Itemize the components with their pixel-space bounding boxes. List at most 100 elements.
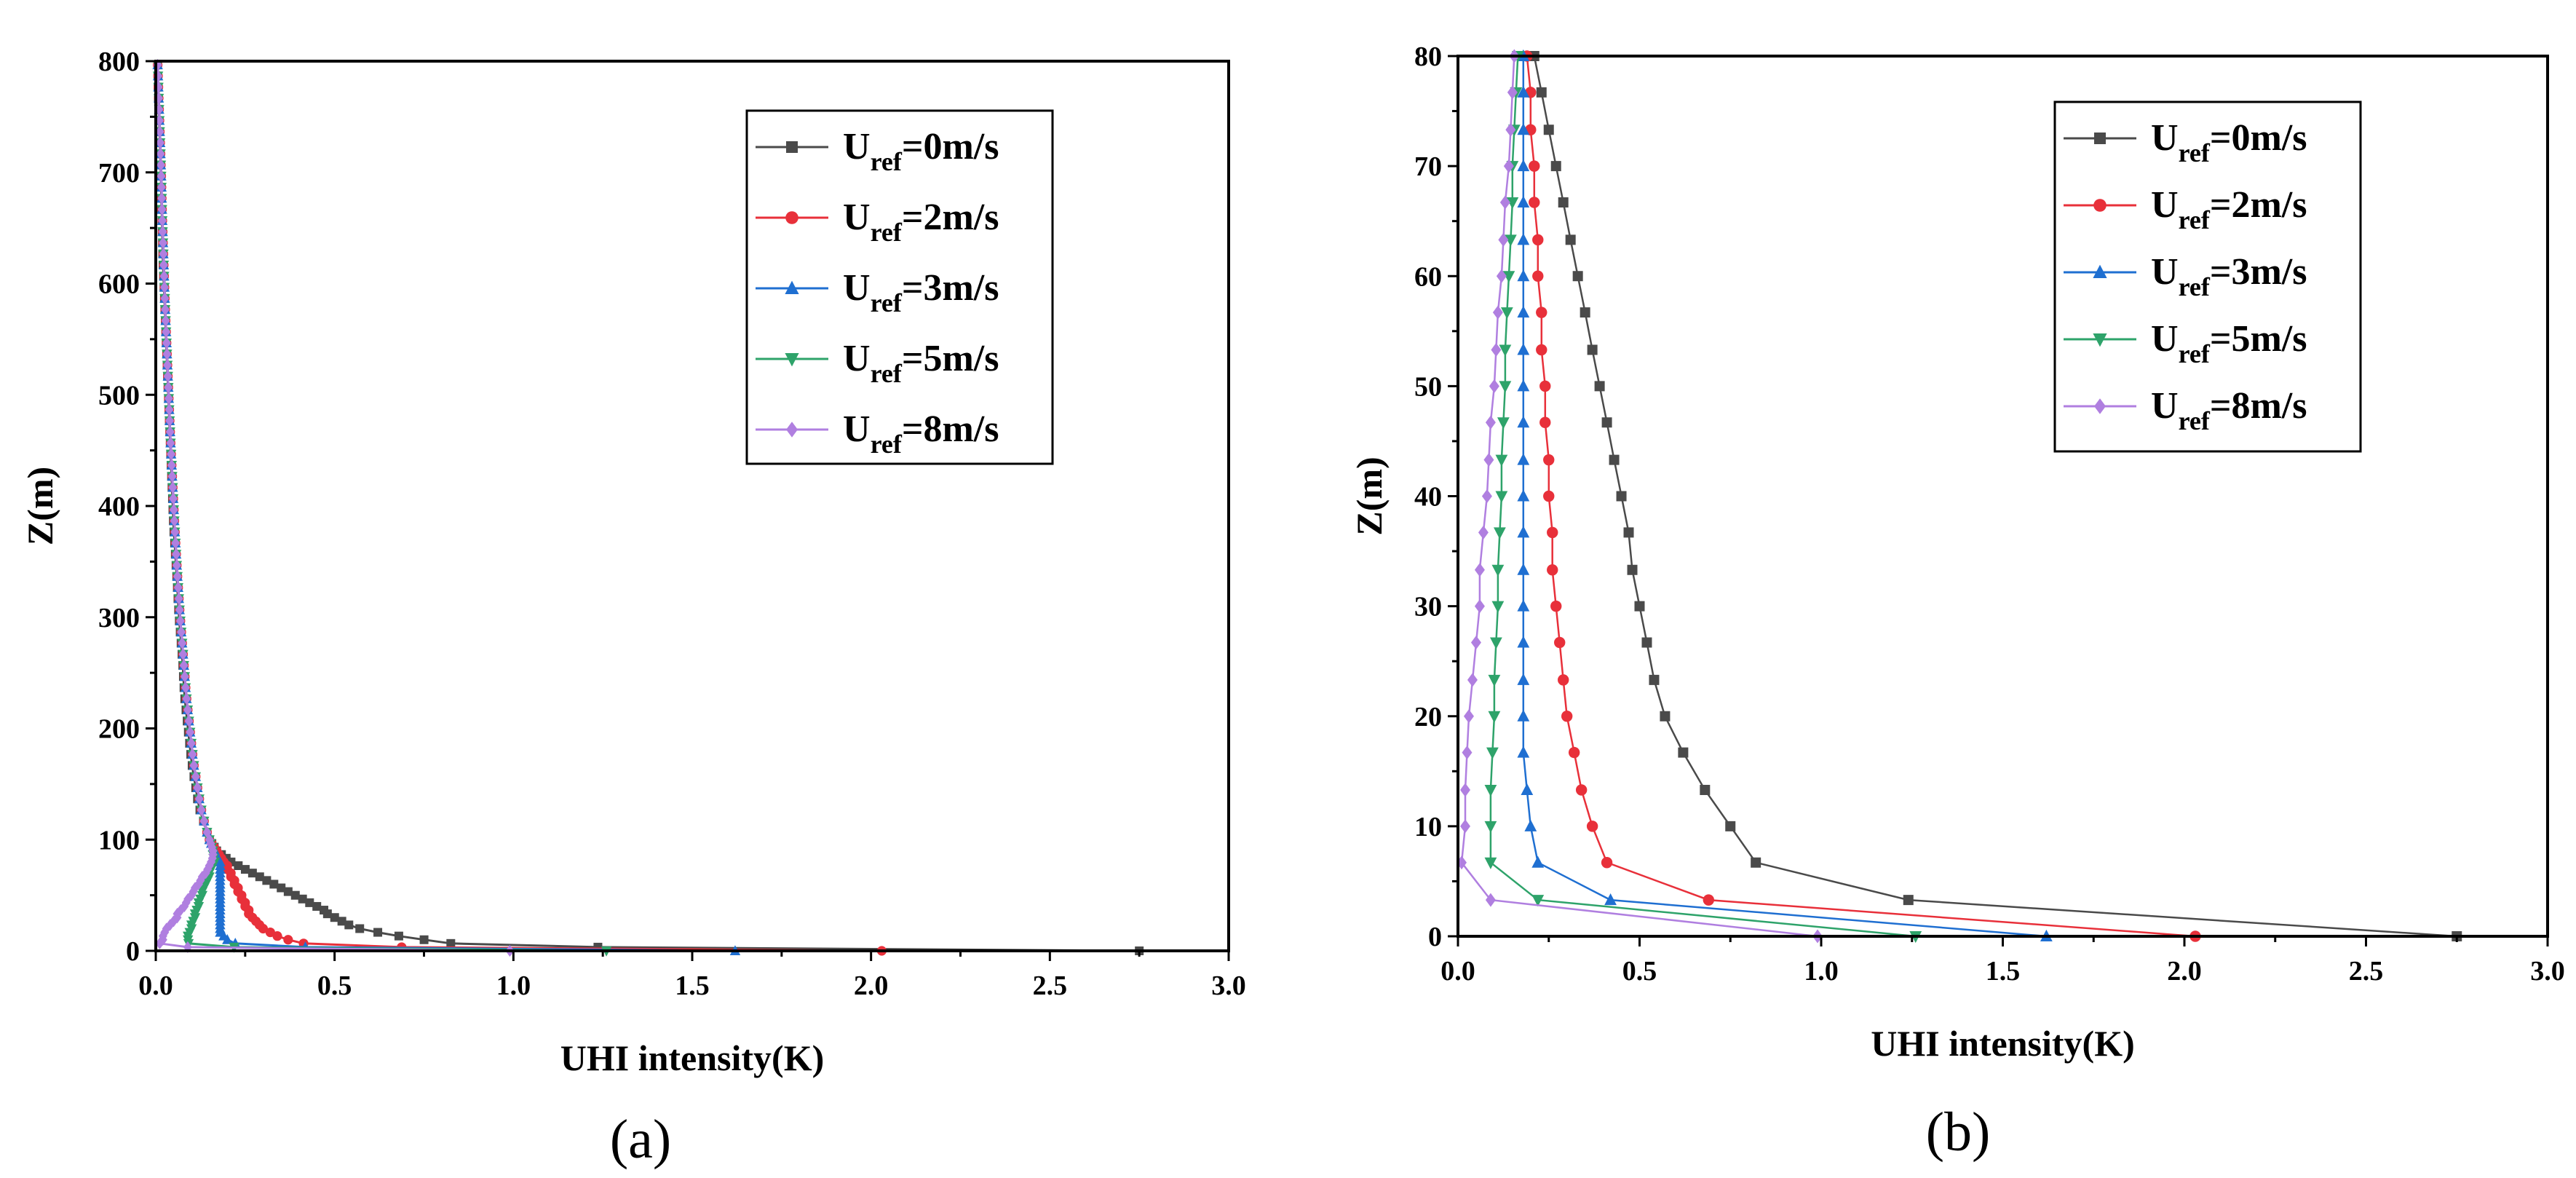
series-line-5ms — [156, 65, 607, 952]
data-point — [1649, 674, 1660, 685]
data-point — [283, 935, 293, 945]
legend-entry-label: Uref=5m/s — [2151, 318, 2307, 368]
data-point — [1575, 784, 1588, 796]
data-point — [1498, 232, 1509, 247]
data-point — [159, 248, 168, 260]
legend-entry-label: Uref=2m/s — [843, 197, 999, 247]
data-point — [165, 426, 175, 438]
data-point — [1489, 379, 1499, 393]
data-point — [1539, 416, 1551, 428]
data-point — [1634, 601, 1645, 612]
data-point — [419, 935, 429, 944]
data-point — [1459, 819, 1470, 834]
data-point — [1517, 746, 1530, 758]
y-tick-label: 60 — [1414, 261, 1442, 292]
data-point — [1517, 306, 1530, 318]
data-point — [1517, 195, 1530, 207]
data-point — [262, 876, 272, 885]
data-point — [1517, 343, 1530, 355]
data-point — [1532, 270, 1544, 282]
panel-b-legend: Uref=0m/s Uref=2m/s Uref=3m/s Uref=5m/s Uref… — [2053, 100, 2362, 453]
panel-b-label: (b) — [1926, 1102, 1991, 1163]
data-point — [1499, 344, 1512, 357]
y-tick-label: 200 — [98, 714, 140, 745]
legend-entry-label: Uref=3m/s — [843, 267, 999, 317]
data-point — [163, 359, 173, 371]
panel-b-y-axis-title: Z(m) — [1349, 456, 1390, 535]
y-tick-label: 10 — [1414, 812, 1442, 842]
y-tick-label: 70 — [1414, 151, 1442, 182]
data-point — [181, 896, 191, 909]
panel-a-legend: Uref=0m/s Uref=2m/s Uref=3m/s Uref=5m/s Uref… — [745, 109, 1054, 465]
data-point — [1531, 855, 1545, 868]
data-point — [172, 548, 181, 561]
x-tick-label: 0.5 — [317, 971, 352, 1001]
data-point — [191, 770, 200, 783]
data-point — [1547, 564, 1558, 576]
data-point — [330, 913, 339, 922]
data-point — [1517, 599, 1530, 612]
data-point — [157, 192, 167, 205]
data-point — [1580, 307, 1590, 318]
data-point — [1554, 636, 1566, 649]
data-point — [1587, 344, 1598, 355]
data-point — [1539, 380, 1551, 392]
data-point — [1517, 379, 1530, 392]
chart-panel-a: 0.0 0.5 1.0 1.5 2.0 2.5 3.0 0 100 200 300 400 500 600… — [20, 47, 1246, 1170]
data-point — [172, 559, 181, 572]
data-point — [1485, 415, 1496, 430]
data-point — [173, 581, 183, 594]
data-point — [1495, 454, 1508, 467]
data-point — [394, 931, 403, 941]
data-point — [1565, 234, 1576, 245]
data-point — [1486, 747, 1499, 759]
data-point — [173, 908, 182, 920]
x-tick-label: 1.0 — [1804, 956, 1839, 987]
legend-marker — [2093, 264, 2107, 278]
data-point — [1491, 601, 1505, 613]
legend-entry-label: Uref=3m/s — [2151, 251, 2307, 301]
data-point — [170, 515, 179, 527]
data-point — [1543, 490, 1555, 502]
data-point — [173, 570, 182, 582]
data-point — [1517, 269, 1530, 282]
data-point — [344, 920, 354, 930]
data-point — [186, 726, 195, 738]
data-point — [1529, 197, 1540, 208]
data-point — [1678, 747, 1689, 758]
data-point — [167, 459, 176, 472]
data-point — [156, 148, 165, 160]
data-point — [1484, 857, 1497, 869]
panel-a-ticks: 0.0 0.5 1.0 1.5 2.0 2.5 3.0 0 100 200 300 400 500 600… — [98, 47, 1246, 1001]
y-tick-label: 800 — [98, 47, 140, 77]
x-tick-label: 1.5 — [1986, 956, 2021, 987]
data-point — [1503, 159, 1514, 173]
data-point — [205, 859, 214, 872]
data-point — [1558, 197, 1569, 207]
data-point — [160, 292, 170, 304]
data-point — [298, 894, 307, 904]
data-point — [1491, 343, 1502, 357]
data-point — [1517, 489, 1530, 502]
y-tick-label: 700 — [98, 158, 140, 189]
x-tick-label: 3.0 — [2530, 956, 2565, 987]
series-line-8ms — [156, 65, 510, 952]
data-point — [158, 226, 167, 238]
data-point — [373, 928, 383, 937]
x-tick-label: 0.0 — [138, 971, 173, 1001]
legend-marker — [786, 422, 798, 438]
data-point — [1506, 197, 1519, 210]
data-point — [156, 170, 166, 182]
data-point — [1586, 821, 1598, 832]
panel-a-label: (a) — [610, 1109, 671, 1170]
data-point — [337, 917, 346, 926]
data-point — [1517, 673, 1530, 685]
legend-entry-label: Uref=8m/s — [2151, 385, 2307, 435]
data-point — [1703, 894, 1715, 906]
data-point — [159, 258, 168, 272]
data-point — [305, 898, 314, 907]
data-point — [162, 325, 171, 338]
data-point — [1517, 453, 1530, 465]
legend-marker — [2094, 133, 2106, 144]
data-point — [1488, 674, 1501, 687]
